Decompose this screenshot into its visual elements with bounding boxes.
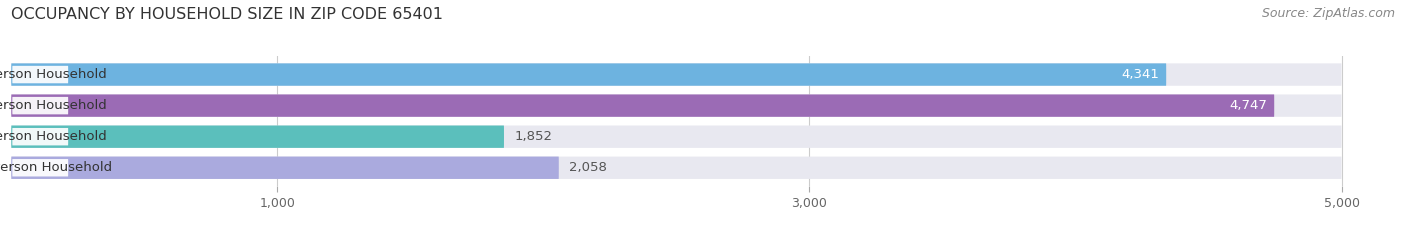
FancyBboxPatch shape [13,66,67,83]
FancyBboxPatch shape [11,94,1274,117]
FancyBboxPatch shape [11,126,1341,148]
Text: 2,058: 2,058 [569,161,607,174]
Text: 3-Person Household: 3-Person Household [0,130,107,143]
FancyBboxPatch shape [11,63,1341,86]
Text: 4,747: 4,747 [1230,99,1268,112]
FancyBboxPatch shape [11,126,503,148]
FancyBboxPatch shape [11,157,558,179]
FancyBboxPatch shape [11,157,1341,179]
FancyBboxPatch shape [13,97,67,114]
FancyBboxPatch shape [11,63,1166,86]
FancyBboxPatch shape [13,128,67,145]
Text: OCCUPANCY BY HOUSEHOLD SIZE IN ZIP CODE 65401: OCCUPANCY BY HOUSEHOLD SIZE IN ZIP CODE … [11,7,443,22]
Text: 4,341: 4,341 [1122,68,1160,81]
Text: 1-Person Household: 1-Person Household [0,68,107,81]
Text: 2-Person Household: 2-Person Household [0,99,107,112]
Text: 4+ Person Household: 4+ Person Household [0,161,112,174]
Text: 1,852: 1,852 [515,130,553,143]
FancyBboxPatch shape [13,159,67,176]
Text: Source: ZipAtlas.com: Source: ZipAtlas.com [1261,7,1395,20]
FancyBboxPatch shape [11,94,1341,117]
